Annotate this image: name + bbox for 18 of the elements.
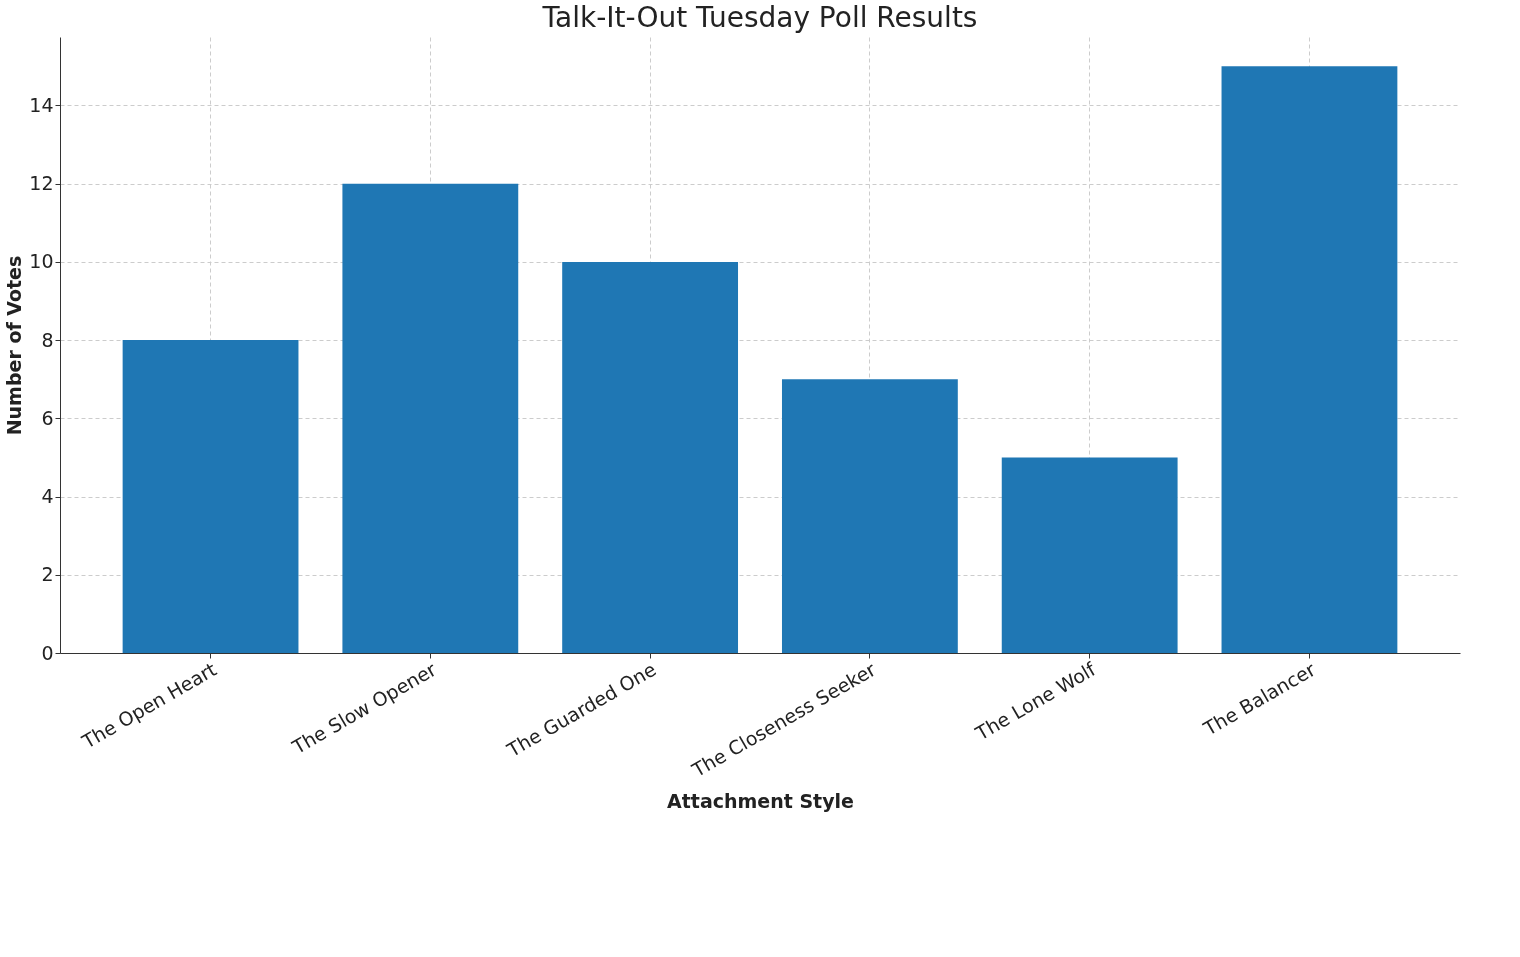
bar <box>1221 66 1398 653</box>
y-tick-label: 2 <box>41 563 54 586</box>
bar <box>342 183 519 653</box>
y-tick-label: 12 <box>29 172 54 195</box>
x-tick-label: The Lone Wolf <box>971 657 1101 745</box>
y-axis-title: Number of Votes <box>3 255 26 436</box>
chart-title: Talk-It-Out Tuesday Poll Results <box>541 1 978 34</box>
y-tick-label: 10 <box>29 250 54 273</box>
y-tick-label: 0 <box>41 641 54 664</box>
y-tick-label: 14 <box>29 93 54 116</box>
bar <box>562 261 739 653</box>
x-axis-title: Attachment Style <box>667 789 854 812</box>
bar <box>122 340 299 653</box>
y-tick-label: 8 <box>41 328 54 351</box>
y-tick-label: 6 <box>41 406 54 429</box>
y-tick-label: 4 <box>41 485 54 508</box>
bar <box>781 379 958 653</box>
bar <box>1001 457 1178 653</box>
